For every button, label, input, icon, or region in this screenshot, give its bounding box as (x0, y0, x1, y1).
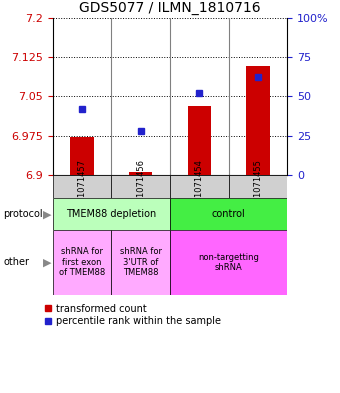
FancyBboxPatch shape (53, 175, 112, 198)
FancyBboxPatch shape (112, 175, 170, 198)
FancyBboxPatch shape (112, 230, 170, 295)
Text: control: control (212, 209, 245, 219)
Text: GSM1071455: GSM1071455 (254, 159, 262, 215)
Text: non-targetting
shRNA: non-targetting shRNA (198, 253, 259, 272)
Text: TMEM88 depletion: TMEM88 depletion (66, 209, 156, 219)
FancyBboxPatch shape (170, 230, 287, 295)
Text: shRNA for
first exon
of TMEM88: shRNA for first exon of TMEM88 (59, 248, 105, 277)
FancyBboxPatch shape (170, 198, 287, 230)
FancyBboxPatch shape (53, 230, 112, 295)
FancyBboxPatch shape (170, 175, 229, 198)
Title: GDS5077 / ILMN_1810716: GDS5077 / ILMN_1810716 (79, 1, 261, 15)
Text: protocol: protocol (3, 209, 43, 219)
Bar (129, 172, 152, 175)
Text: GSM1071457: GSM1071457 (78, 159, 86, 215)
Bar (246, 66, 270, 175)
Text: other: other (3, 257, 29, 267)
Bar (70, 137, 94, 175)
Text: GSM1071456: GSM1071456 (136, 159, 145, 215)
Bar (188, 106, 211, 175)
FancyBboxPatch shape (229, 175, 287, 198)
Text: shRNA for
3'UTR of
TMEM88: shRNA for 3'UTR of TMEM88 (120, 248, 162, 277)
FancyBboxPatch shape (53, 198, 170, 230)
Text: ▶: ▶ (42, 257, 51, 267)
Legend: transformed count, percentile rank within the sample: transformed count, percentile rank withi… (40, 299, 225, 330)
Text: ▶: ▶ (42, 209, 51, 219)
Text: GSM1071454: GSM1071454 (195, 159, 204, 215)
